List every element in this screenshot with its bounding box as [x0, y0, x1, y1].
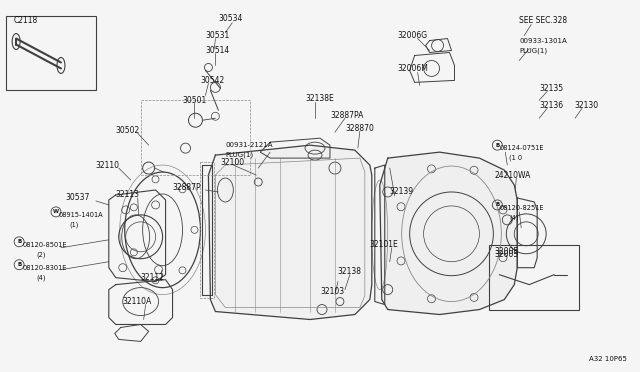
Text: 24210WA: 24210WA	[494, 170, 531, 180]
Text: 32887P: 32887P	[173, 183, 201, 192]
Text: 30514: 30514	[205, 46, 230, 55]
Text: 32138E: 32138E	[305, 94, 334, 103]
Polygon shape	[380, 152, 517, 314]
Text: 08124-0751E: 08124-0751E	[499, 145, 544, 151]
Text: 32100: 32100	[220, 158, 244, 167]
Text: B: B	[17, 239, 21, 244]
Text: PLUG(1): PLUG(1)	[225, 152, 253, 158]
Text: (1): (1)	[69, 222, 78, 228]
Text: 32136: 32136	[539, 101, 563, 110]
Text: 32005: 32005	[494, 247, 518, 256]
Text: 00933-1301A: 00933-1301A	[519, 38, 567, 44]
Bar	[490, 245, 579, 310]
Polygon shape	[209, 145, 372, 320]
Text: 32005: 32005	[494, 250, 518, 259]
Text: (2): (2)	[36, 251, 45, 258]
Text: (4): (4)	[509, 215, 519, 221]
Text: (1 0: (1 0	[509, 155, 522, 161]
Text: PLUG(1): PLUG(1)	[519, 47, 547, 54]
Text: 32139: 32139	[390, 187, 414, 196]
Text: 32103: 32103	[320, 287, 344, 296]
Bar	[6, 16, 96, 90]
Text: W: W	[53, 209, 59, 214]
Text: B: B	[495, 142, 499, 148]
Text: SEE SEC.328: SEE SEC.328	[519, 16, 568, 25]
Text: 08915-1401A: 08915-1401A	[59, 212, 104, 218]
Text: 328870: 328870	[345, 124, 374, 133]
Text: 00931-2121A: 00931-2121A	[225, 142, 273, 148]
Text: 30502: 30502	[116, 126, 140, 135]
Text: 32101E: 32101E	[370, 240, 399, 249]
Text: 08120-8251E: 08120-8251E	[499, 205, 544, 211]
Text: 32135: 32135	[539, 84, 563, 93]
Text: 08120-8501E: 08120-8501E	[23, 242, 68, 248]
Text: 32138: 32138	[337, 267, 361, 276]
Text: 32113: 32113	[116, 190, 140, 199]
Text: C2118: C2118	[13, 16, 37, 25]
Text: 30537: 30537	[65, 193, 90, 202]
Text: 32112: 32112	[141, 273, 164, 282]
Text: A32 10P65: A32 10P65	[589, 356, 627, 362]
Text: 30542: 30542	[200, 76, 225, 85]
Text: 32110A: 32110A	[123, 297, 152, 306]
Text: 32887PA: 32887PA	[330, 111, 364, 120]
Text: 30534: 30534	[218, 14, 243, 23]
Text: 32006G: 32006G	[397, 31, 428, 40]
Text: 30501: 30501	[182, 96, 207, 105]
Text: 32110: 32110	[96, 161, 120, 170]
Text: 30531: 30531	[205, 31, 230, 40]
Text: 32130: 32130	[574, 101, 598, 110]
Text: (4): (4)	[36, 275, 45, 281]
Text: B: B	[17, 262, 21, 267]
Text: B: B	[495, 202, 499, 208]
Text: 08120-8301E: 08120-8301E	[23, 265, 67, 271]
Text: 32006M: 32006M	[397, 64, 429, 73]
